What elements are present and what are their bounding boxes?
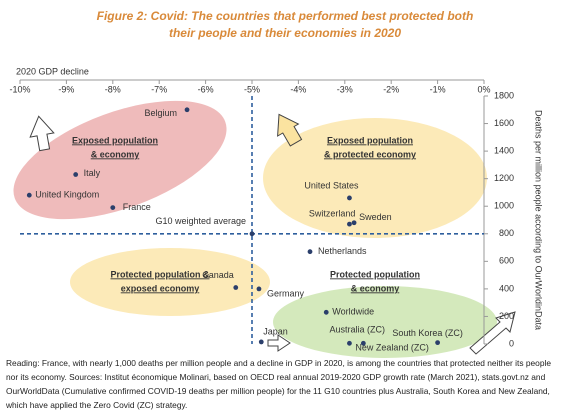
x-axis-label: 2020 GDP decline bbox=[16, 66, 89, 76]
point bbox=[258, 339, 264, 345]
x-tick-label: -1% bbox=[430, 84, 446, 94]
y-tick-label: 0 bbox=[509, 338, 514, 348]
quadrant-label: & economy bbox=[91, 149, 140, 159]
point bbox=[26, 192, 32, 198]
y-tick-label: 1000 bbox=[494, 201, 514, 211]
point-label: Italy bbox=[84, 168, 101, 178]
point bbox=[233, 285, 239, 290]
point-label: G10 weighted average bbox=[155, 216, 246, 226]
point-label: Canada bbox=[202, 270, 234, 280]
quadrant-area bbox=[273, 286, 497, 358]
chart-title: Figure 2: Covid: The countries that perf… bbox=[96, 9, 474, 40]
x-tick-label: -2% bbox=[383, 84, 399, 94]
quadrant-label: & economy bbox=[351, 283, 400, 293]
point bbox=[347, 340, 352, 346]
x-tick-label: -9% bbox=[58, 84, 74, 94]
point bbox=[347, 195, 352, 201]
point bbox=[323, 309, 329, 315]
quadrant-label: Protected population bbox=[330, 269, 420, 279]
point bbox=[347, 221, 352, 227]
point bbox=[184, 107, 190, 113]
x-tick-label: -6% bbox=[198, 84, 214, 94]
point bbox=[435, 340, 440, 346]
point-label: Japan bbox=[263, 326, 288, 336]
point bbox=[256, 286, 262, 292]
point-label: South Korea (ZC) bbox=[392, 328, 463, 338]
point-label: France bbox=[123, 202, 151, 212]
arrow bbox=[267, 334, 291, 352]
point-label: Netherlands bbox=[318, 246, 367, 256]
x-tick-label: -3% bbox=[337, 84, 353, 94]
x-tick-label: -4% bbox=[290, 84, 306, 94]
y-tick-label: 1200 bbox=[494, 173, 514, 183]
y-tick-label: 200 bbox=[499, 311, 514, 321]
quadrant-label: Exposed population bbox=[327, 135, 413, 145]
y-tick-label: 400 bbox=[499, 283, 514, 293]
x-tick-label: -7% bbox=[151, 84, 167, 94]
point-label: Worldwide bbox=[332, 307, 374, 317]
y-tick-label: 1800 bbox=[494, 90, 514, 100]
point bbox=[249, 231, 255, 237]
point bbox=[360, 340, 366, 346]
arrow bbox=[469, 311, 516, 355]
quadrant-label: Exposed population bbox=[72, 135, 158, 145]
point bbox=[110, 205, 116, 211]
x-tick-label: -10% bbox=[9, 84, 30, 94]
x-tick-label: -8% bbox=[105, 84, 121, 94]
point-label: Switzerland bbox=[309, 209, 356, 219]
arrow bbox=[29, 115, 55, 152]
y-axis-label: Deaths per million people according to O… bbox=[534, 110, 544, 330]
quadrant-label: exposed economy bbox=[121, 283, 200, 293]
quadrant-area bbox=[13, 100, 227, 220]
point-label: United States bbox=[304, 180, 359, 190]
y-tick-label: 800 bbox=[499, 228, 514, 238]
quadrant-label: Protected population & bbox=[111, 269, 211, 279]
y-tick-label: 1600 bbox=[494, 118, 514, 128]
quadrant-area bbox=[263, 118, 487, 238]
point bbox=[307, 249, 313, 255]
point bbox=[73, 172, 79, 177]
note: Reading: France, with nearly 1,000 death… bbox=[6, 358, 552, 410]
point-label: New Zealand (ZC) bbox=[355, 343, 429, 353]
arrow bbox=[277, 113, 303, 147]
point-label: Australia (ZC) bbox=[329, 325, 385, 335]
x-tick-label: 0% bbox=[477, 84, 490, 94]
y-tick-label: 600 bbox=[499, 256, 514, 266]
point bbox=[351, 220, 357, 226]
point-label: Sweden bbox=[359, 212, 392, 222]
x-tick-label: -5% bbox=[244, 84, 260, 94]
point-label: Belgium bbox=[145, 108, 178, 118]
quadrant-area bbox=[70, 248, 270, 316]
quadrant-label: & protected economy bbox=[324, 149, 416, 159]
point-label: United Kingdom bbox=[35, 190, 99, 200]
y-tick-label: 1400 bbox=[494, 145, 514, 155]
point-label: Germany bbox=[267, 288, 305, 298]
